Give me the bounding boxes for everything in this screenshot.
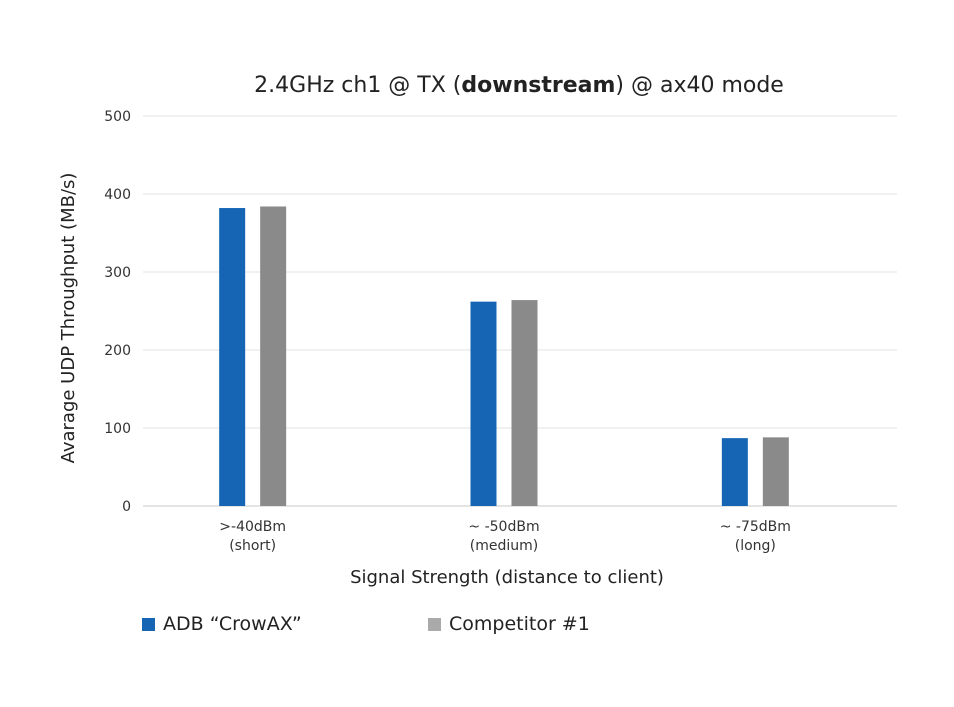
- y-tick-labels: 0 100 200 300 400 500: [104, 109, 131, 515]
- x-tick-label: (long): [735, 538, 776, 554]
- x-axis-label: Signal Strength (distance to client): [350, 567, 664, 588]
- chart-title-bold: downstream: [461, 73, 615, 98]
- bar-competitor: [762, 437, 789, 506]
- x-tick-labels: >-40dBm (short) ~ -50dBm (medium) ~ -75dBm (l…: [219, 519, 791, 554]
- legend-swatch-adb: [142, 617, 155, 631]
- chart-title-suffix: ) @ ax40 mode: [615, 73, 783, 98]
- y-tick-label: 100: [104, 421, 131, 437]
- x-tick-label: ~ -75dBm: [720, 519, 791, 535]
- y-tick-label: 300: [104, 265, 131, 281]
- bar-competitor: [260, 206, 287, 507]
- legend-item-adb: ADB “CrowAX”: [142, 612, 302, 636]
- y-tick-label: 200: [104, 343, 131, 359]
- legend-swatch-competitor: [428, 617, 441, 631]
- bar-adb: [470, 301, 497, 506]
- chart-title-prefix: 2.4GHz ch1 @ TX (: [254, 73, 461, 98]
- chart-title: 2.4GHz ch1 @ TX (downstream) @ ax40 mode: [254, 73, 784, 98]
- y-tick-label: 500: [104, 109, 131, 125]
- bar-adb: [219, 208, 246, 507]
- bar-competitor: [511, 300, 538, 506]
- bars: [219, 206, 789, 507]
- y-tick-label: 400: [104, 187, 131, 203]
- legend-label-competitor: Competitor #1: [449, 613, 590, 635]
- legend-item-competitor: Competitor #1: [428, 612, 590, 636]
- bar-adb: [721, 438, 748, 506]
- x-tick-label: ~ -50dBm: [468, 519, 539, 535]
- y-tick-label: 0: [122, 499, 131, 515]
- y-axis-label: Avarage UDP Throughput (MB/s): [58, 173, 79, 464]
- x-tick-label: (medium): [470, 538, 538, 554]
- x-tick-label: (short): [229, 538, 276, 554]
- legend-label-adb: ADB “CrowAX”: [163, 613, 302, 635]
- x-tick-label: >-40dBm: [219, 519, 286, 535]
